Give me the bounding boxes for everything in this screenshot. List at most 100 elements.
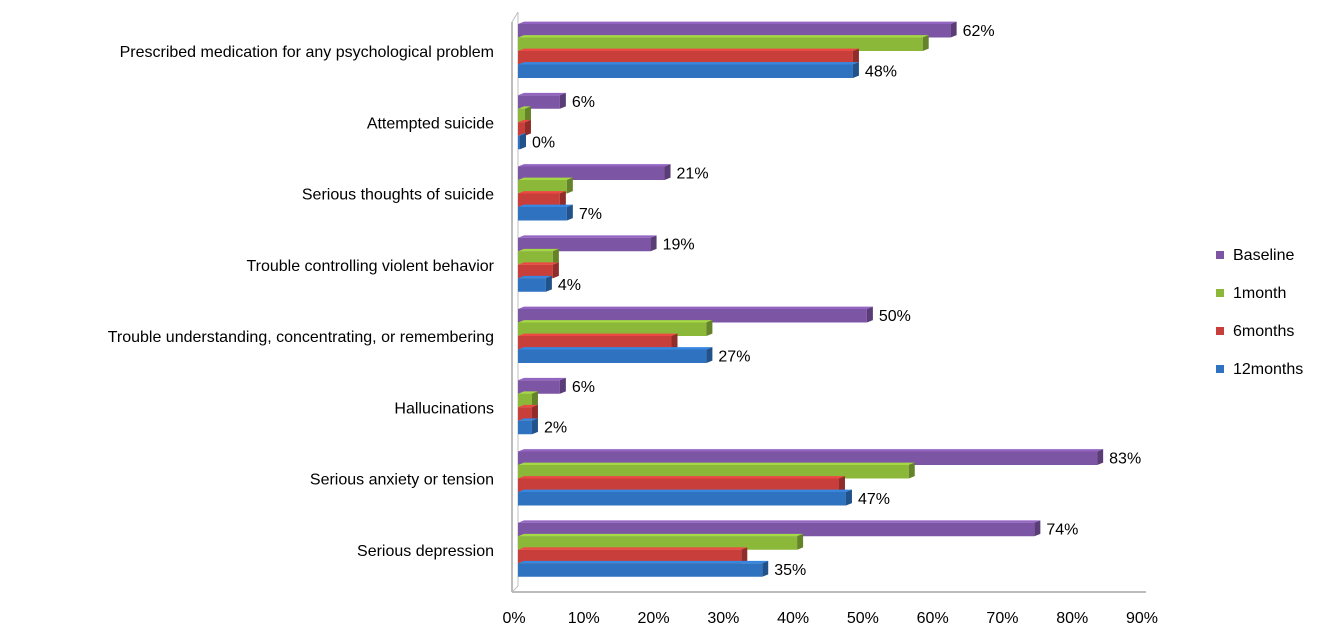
chart-legend: Baseline 1month 6months 12months <box>1216 247 1303 378</box>
chart-bars <box>518 21 1104 577</box>
bar-front-face <box>518 264 553 279</box>
bar-front-face <box>518 322 707 336</box>
bar-top-face <box>518 560 769 564</box>
data-label-12months: 2% <box>544 420 567 437</box>
data-labels: 62% 48% 6% 0% 21% 7% 19% 4% 50% 27% 6% 2% 83% 47% 74% 3… <box>532 23 1141 579</box>
legend-swatch <box>1216 365 1224 373</box>
legend-swatch <box>1216 327 1224 335</box>
bar-baseline-attempted-suicide <box>518 92 566 109</box>
category-label: Trouble understanding, concentrating, or… <box>108 329 494 346</box>
category-label: Serious anxiety or tension <box>310 472 494 489</box>
bar-top-face <box>518 377 566 381</box>
bar-1month-prescribed-medication-for-any-psychological-problem <box>518 35 929 51</box>
bar-top-face <box>518 48 859 51</box>
bar-front-face <box>518 278 546 292</box>
data-label-baseline: 62% <box>963 23 995 40</box>
bar-end-face <box>866 306 873 323</box>
bar-front-face <box>518 336 672 350</box>
bar-1month-serious-anxiety-or-tension <box>518 462 915 479</box>
bar-front-face <box>518 95 560 109</box>
bar-6months-trouble-controlling-violent-behavior <box>518 262 559 279</box>
bar-top-face <box>518 391 538 394</box>
bar-top-face <box>518 306 873 309</box>
legend-swatch <box>1216 289 1224 297</box>
bar-top-face <box>518 92 566 96</box>
bar-12months-trouble-controlling-violent-behavior <box>518 275 552 292</box>
legend-item-1month: 1month <box>1216 285 1286 302</box>
bar-end-face <box>531 391 538 408</box>
bar-front-face <box>518 407 532 421</box>
data-label-12months: 35% <box>774 562 806 579</box>
bar-12months-prescribed-medication-for-any-psychological-problem <box>518 62 859 78</box>
bar-front-face <box>518 393 532 408</box>
bar-top-face <box>518 262 559 265</box>
bar-12months-hallucinations <box>518 418 538 435</box>
bar-end-face <box>706 347 713 363</box>
bar-top-face <box>518 462 915 465</box>
data-label-12months: 0% <box>532 135 555 152</box>
data-label-baseline: 74% <box>1046 522 1078 539</box>
bar-front-face <box>518 251 553 265</box>
bar-end-face <box>762 560 769 577</box>
x-tick-label: 50% <box>847 610 879 627</box>
legend-item-6months: 6months <box>1216 323 1294 340</box>
bar-front-face <box>518 536 798 550</box>
bar-6months-trouble-understanding-concentrating-or-remembering <box>518 333 678 350</box>
data-label-12months: 27% <box>718 348 750 365</box>
legend-label: 12months <box>1233 361 1303 378</box>
bar-12months-serious-anxiety-or-tension <box>518 489 852 506</box>
category-label: Prescribed medication for any psychologi… <box>120 44 494 61</box>
bar-end-face <box>664 164 671 180</box>
bar-top-face <box>518 164 671 167</box>
bar-top-face <box>518 275 552 279</box>
bar-12months-serious-thoughts-of-suicide <box>518 204 573 221</box>
bar-top-face <box>518 520 1041 523</box>
bar-front-face <box>518 465 909 479</box>
bar-6months-serious-anxiety-or-tension <box>518 476 845 492</box>
bar-end-face <box>852 48 859 65</box>
bar-top-face <box>518 489 852 492</box>
bar-top-face <box>518 320 713 323</box>
bar-end-face <box>566 204 573 221</box>
x-tick-label: 20% <box>638 610 670 627</box>
bar-front-face <box>518 37 923 51</box>
bar-end-face <box>559 92 566 109</box>
bar-front-face <box>518 180 567 194</box>
bar-6months-serious-depression <box>518 547 748 564</box>
bar-front-face <box>518 451 1098 465</box>
legend-label: 1month <box>1233 285 1286 302</box>
wall-top-edge <box>511 11 519 23</box>
data-label-12months: 48% <box>865 63 897 80</box>
bar-front-face <box>518 522 1035 537</box>
bar-front-face <box>518 135 520 150</box>
bar-front-face <box>518 380 560 394</box>
x-tick-label: 30% <box>707 610 739 627</box>
bar-top-face <box>518 404 538 408</box>
bar-front-face <box>518 166 665 180</box>
bar-end-face <box>545 275 552 292</box>
bar-1month-attempted-suicide <box>518 106 531 123</box>
bar-end-face <box>852 62 859 78</box>
bar-end-face <box>908 462 915 479</box>
x-tick-labels: 0% 10% 20% 30% 40% 50% 60% 70% 80% 90% <box>502 610 1158 627</box>
bar-front-face <box>518 309 867 323</box>
bar-front-face <box>518 193 560 207</box>
bar-top-face <box>518 177 573 180</box>
bar-front-face <box>518 24 951 38</box>
x-tick-label: 90% <box>1126 610 1158 627</box>
bar-front-face <box>518 478 839 492</box>
bar-top-face <box>518 21 957 24</box>
bar-end-face <box>524 119 531 136</box>
category-label: Trouble controlling violent behavior <box>246 258 494 275</box>
bar-top-face <box>518 191 566 194</box>
x-tick-label: 60% <box>917 610 949 627</box>
bar-end-face <box>559 377 566 394</box>
bar-front-face <box>518 549 742 564</box>
bar-top-face <box>518 119 531 123</box>
bar-baseline-serious-anxiety-or-tension <box>518 449 1104 465</box>
bar-front-face <box>518 420 532 435</box>
bar-end-face <box>1034 520 1041 537</box>
bar-12months-trouble-understanding-concentrating-or-remembering <box>518 347 713 363</box>
